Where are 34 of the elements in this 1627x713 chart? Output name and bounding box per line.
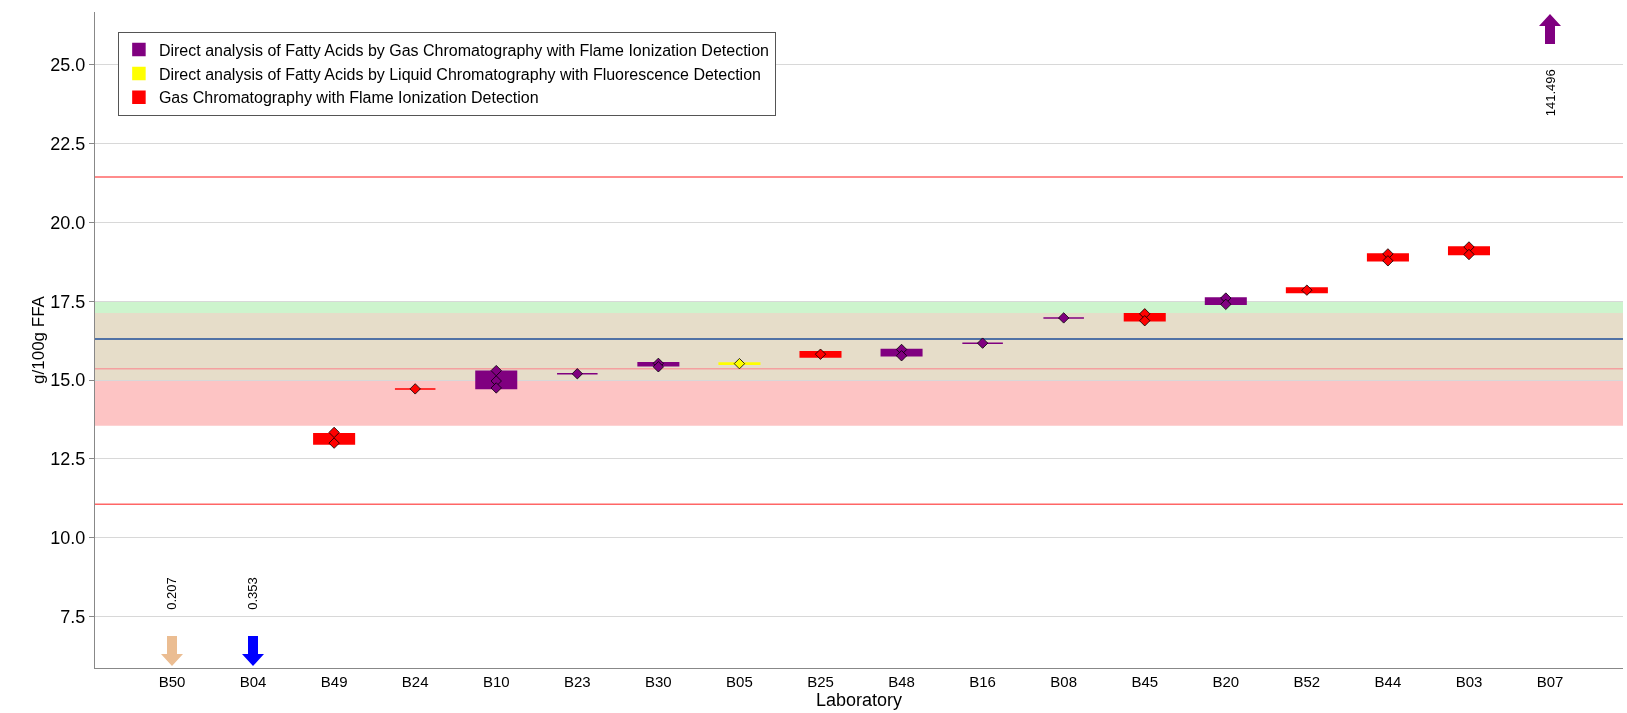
x-tick-label: B07 xyxy=(1536,673,1564,690)
x-tick-label: B24 xyxy=(401,673,429,690)
y-tick-label: 22.5 xyxy=(50,133,86,154)
x-tick-label: B03 xyxy=(1455,673,1483,690)
x-tick-label: B10 xyxy=(482,673,510,690)
x-tick-label: B50 xyxy=(158,673,186,690)
y-tick-label: 15.0 xyxy=(50,370,86,391)
y-tick-label: 10.0 xyxy=(50,528,86,549)
x-tick-label: B04 xyxy=(239,673,267,690)
legend-label: Gas Chromatography with Flame Ionization Detection xyxy=(158,89,539,107)
y-tick-label: 17.5 xyxy=(50,291,86,312)
x-axis-title: Laboratory xyxy=(815,690,903,711)
y-tick-label: 7.5 xyxy=(60,606,86,627)
x-tick-label: B20 xyxy=(1212,673,1240,690)
x-tick-label: B16 xyxy=(969,673,996,690)
annotation: 141.496 xyxy=(1542,69,1558,117)
x-tick-label: B25 xyxy=(807,673,834,690)
x-tick-label: B23 xyxy=(563,673,591,690)
x-tick-label: B45 xyxy=(1131,673,1159,690)
legend-label: Direct analysis of Fatty Acids by Liquid Chromatography with Fluorescence Detection xyxy=(158,65,761,83)
y-axis-title: g/100g FFA xyxy=(29,295,49,384)
x-tick-label: B30 xyxy=(645,673,672,690)
y-tick-label: 20.0 xyxy=(50,212,86,233)
x-tick-label: B49 xyxy=(320,673,348,690)
y-tick-label: 12.5 xyxy=(50,449,86,470)
x-tick-label: B52 xyxy=(1293,673,1321,690)
x-tick-label: B08 xyxy=(1050,673,1078,690)
x-tick-label: B48 xyxy=(888,673,915,690)
legend-label: Direct analysis of Fatty Acids by Gas Chromatography with Flame Ionization Detection xyxy=(158,41,769,59)
annotation: 0.207 xyxy=(164,577,180,610)
y-tick-label: 25.0 xyxy=(50,54,86,75)
annotation: 0.353 xyxy=(245,577,261,610)
x-tick-label: B44 xyxy=(1374,673,1402,690)
x-tick-label: B05 xyxy=(726,673,753,690)
